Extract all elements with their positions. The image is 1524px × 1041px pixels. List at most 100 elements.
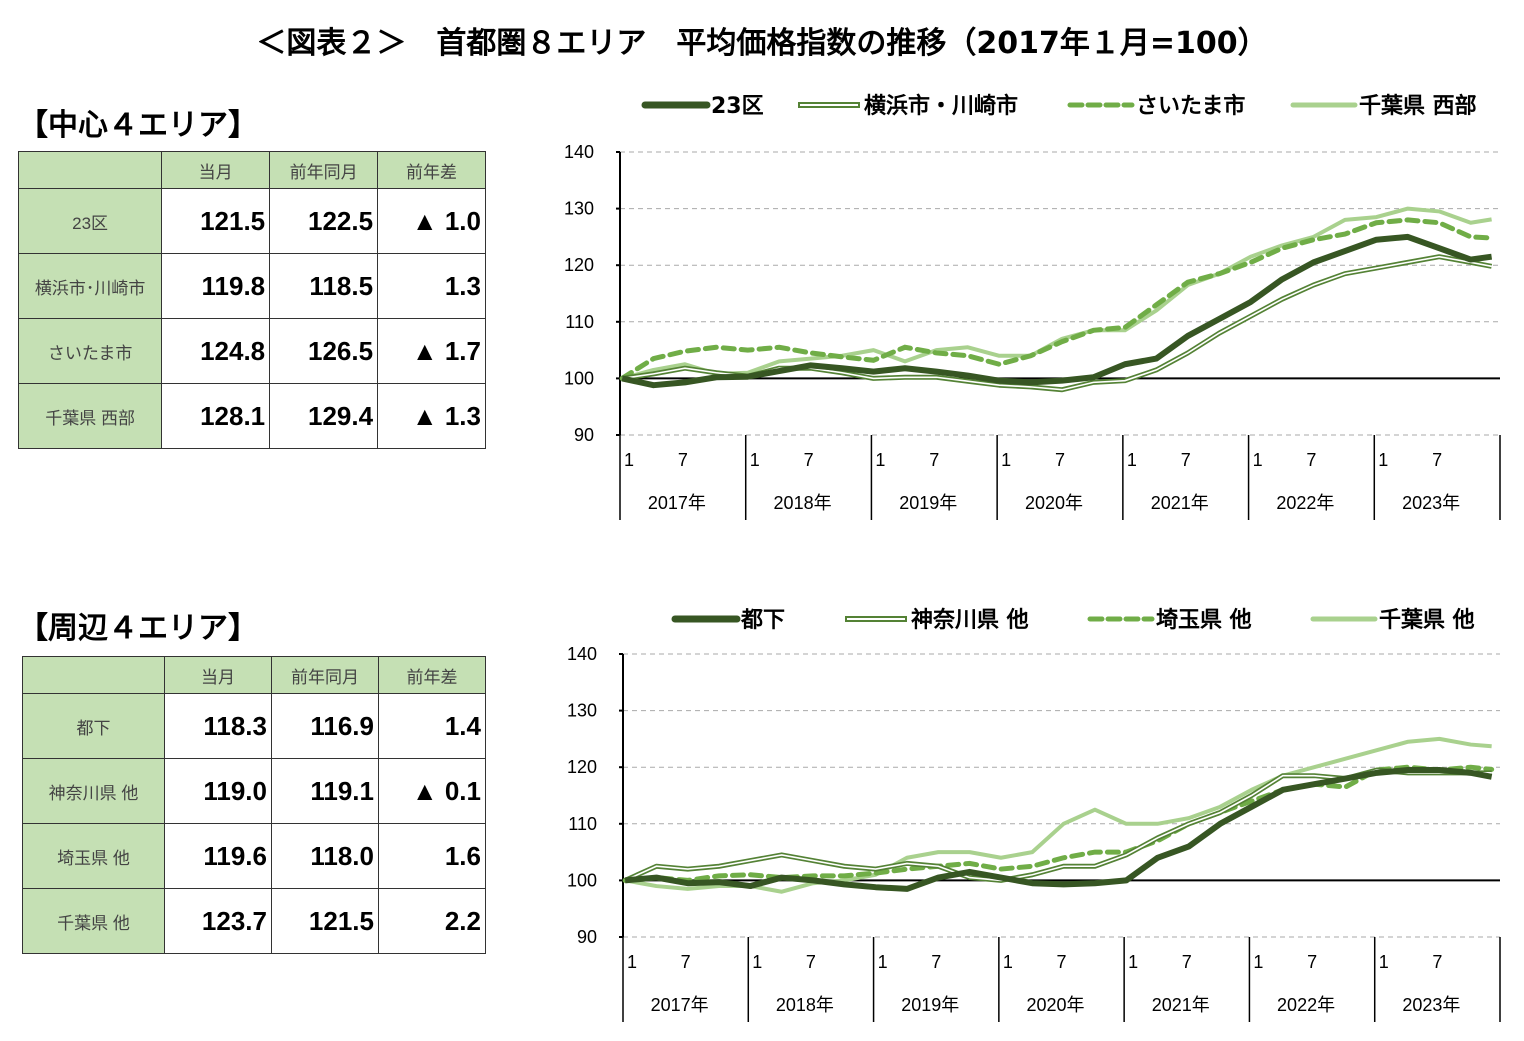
legend-label: 千葉県 西部	[1359, 93, 1477, 119]
table-row: 23区 121.5 122.5 ▲ 1.0	[17, 188, 486, 254]
table-row: 千葉県 西部 128.1 129.4 ▲ 1.3	[17, 383, 486, 449]
month-tick-label: 7	[1432, 450, 1442, 470]
legend-label: さいたま市	[1136, 93, 1245, 119]
series-line-4	[624, 736, 1492, 894]
month-tick-label: 7	[1182, 952, 1192, 972]
year-label: 2021年	[1152, 995, 1210, 1015]
cell: 2.2	[378, 888, 486, 954]
month-tick-label: 1	[750, 450, 760, 470]
row-label: さいたま市	[17, 318, 163, 384]
year-label: 2020年	[1026, 995, 1084, 1015]
cell: 1.4	[378, 693, 486, 759]
legend-label: 千葉県 他	[1379, 608, 1475, 633]
chart-1: 90 100 110 120 130 140 1 7 2017年 1 7 2018年 1 7 2019年 1 7…	[564, 93, 1501, 520]
peripheral-heading: 【周辺４エリア】	[18, 611, 258, 646]
month-tick-label: 7	[1306, 450, 1316, 470]
month-tick-label: 1	[627, 952, 637, 972]
chart-2: 90 100 110 120 130 140 1 7 2017年 1 7 2018年 1 7 2019年 1 7…	[567, 607, 1501, 1022]
month-tick-label: 7	[1307, 952, 1317, 972]
y-tick-label: 140	[564, 142, 594, 162]
year-label: 2023年	[1402, 493, 1460, 513]
month-tick-label: 7	[929, 450, 939, 470]
series-line-4	[621, 206, 1492, 381]
legend-label: 横浜市・川崎市	[864, 93, 1018, 119]
y-tick-label: 90	[574, 425, 594, 445]
col-header: 当月	[164, 656, 272, 694]
month-tick-label: 1	[875, 450, 885, 470]
row-label: 千葉県 他	[22, 888, 165, 954]
series-line-inner	[624, 769, 1492, 882]
y-tick-label: 100	[567, 870, 597, 890]
legend-label: 埼玉県 他	[1156, 608, 1252, 633]
table-row: 千葉県 他 123.7 121.5 2.2	[22, 888, 486, 954]
y-tick-label: 110	[568, 814, 597, 834]
month-tick-label: 7	[804, 450, 814, 470]
cell: 122.5	[269, 188, 379, 254]
y-tick-label: 90	[577, 927, 597, 947]
row-label: 横浜市･川崎市	[17, 253, 163, 319]
series-line-3	[619, 217, 1495, 381]
cell: ▲ 1.3	[377, 383, 486, 449]
year-label: 2017年	[651, 995, 709, 1015]
year-label: 2018年	[774, 493, 832, 513]
cell: ▲ 0.1	[378, 758, 486, 824]
cell: 124.8	[161, 318, 271, 384]
month-tick-label: 7	[1181, 450, 1191, 470]
y-tick-label: 110	[565, 312, 594, 332]
month-tick-label: 7	[681, 952, 691, 972]
month-tick-label: 1	[878, 952, 888, 972]
series-line-2	[624, 767, 1492, 883]
row-label: 都下	[22, 693, 165, 759]
central-heading: 【中心４エリア】	[18, 108, 258, 143]
year-label: 2019年	[899, 493, 957, 513]
cell: 116.9	[271, 693, 379, 759]
row-label: 神奈川県 他	[22, 758, 165, 824]
row-label: 23区	[17, 188, 163, 254]
y-tick-label: 120	[567, 757, 597, 777]
y-tick-label: 130	[564, 199, 594, 219]
cell: 128.1	[161, 383, 271, 449]
year-label: 2017年	[648, 493, 706, 513]
month-tick-label: 1	[1128, 952, 1138, 972]
month-tick-label: 1	[1253, 450, 1263, 470]
month-tick-label: 1	[1253, 952, 1263, 972]
year-label: 2018年	[776, 995, 834, 1015]
series-line-1	[621, 233, 1493, 389]
series-line-3	[622, 764, 1495, 883]
col-header: 前年同月	[269, 151, 379, 189]
month-tick-label: 7	[678, 450, 688, 470]
year-label: 2022年	[1277, 995, 1335, 1015]
month-tick-label: 1	[624, 450, 634, 470]
central-table: 当月 前年同月 前年差 23区 121.5 122.5 ▲ 1.0 横浜市･川崎市 11…	[17, 151, 486, 449]
legend-label: 神奈川県 他	[911, 607, 1029, 633]
cell: 121.5	[161, 188, 271, 254]
row-label: 埼玉県 他	[22, 823, 165, 889]
col-header: 当月	[161, 151, 271, 189]
month-tick-label: 1	[1127, 450, 1137, 470]
year-label: 2021年	[1151, 493, 1209, 513]
year-label: 2023年	[1402, 995, 1460, 1015]
cell: ▲ 1.7	[377, 318, 486, 384]
peripheral-table: 当月 前年同月 前年差 都下 118.3 116.9 1.4 神奈川県 他 119.0 1…	[22, 656, 486, 954]
table-row: 横浜市･川崎市 119.8 118.5 1.3	[17, 253, 486, 319]
month-tick-label: 7	[1055, 450, 1065, 470]
cell: 123.7	[164, 888, 272, 954]
month-tick-label: 1	[1001, 450, 1011, 470]
year-label: 2022年	[1276, 493, 1334, 513]
month-tick-label: 7	[931, 952, 941, 972]
cell: 1.6	[378, 823, 486, 889]
table-row: 都下 118.3 116.9 1.4	[22, 693, 486, 759]
legend-label: 23区	[711, 94, 764, 119]
month-tick-label: 1	[752, 952, 762, 972]
cell: 119.1	[271, 758, 379, 824]
cell: 119.8	[161, 253, 271, 319]
y-tick-label: 130	[567, 701, 597, 721]
col-header: 前年差	[378, 656, 486, 694]
month-tick-label: 7	[1432, 952, 1442, 972]
figure-title: ＜図表２＞ 首都圏８エリア 平均価格指数の推移（2017年１月=100）	[256, 26, 1268, 61]
month-tick-label: 1	[1378, 450, 1388, 470]
cell: 1.3	[377, 253, 486, 319]
month-tick-label: 1	[1379, 952, 1389, 972]
